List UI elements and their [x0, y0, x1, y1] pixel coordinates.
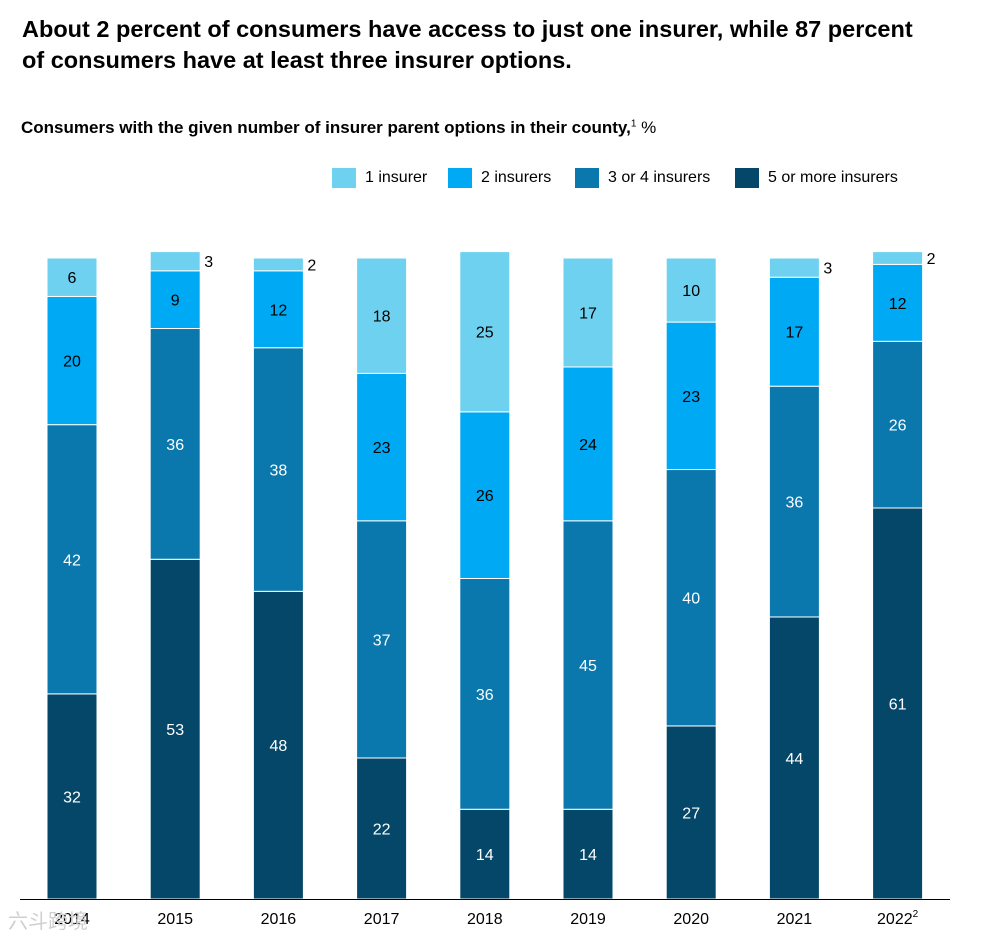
- data-label: 36: [786, 495, 804, 512]
- data-label: 24: [579, 437, 597, 454]
- legend-swatch-3-or-4-insurers: [575, 168, 599, 188]
- data-label: 53: [166, 722, 184, 739]
- bar-segment: [459, 411, 511, 579]
- data-label: 3: [823, 261, 832, 278]
- data-label: 38: [270, 463, 288, 480]
- x-tick-label: 2014: [54, 911, 90, 928]
- data-label: 2: [307, 257, 316, 274]
- legend-swatch-2-insurers: [448, 168, 472, 188]
- data-label: 22: [373, 821, 391, 838]
- bar-segment: [356, 257, 408, 374]
- bar-segment: [46, 424, 98, 695]
- x-tick-label: 2021: [777, 911, 813, 928]
- bar-segment: [46, 257, 98, 297]
- data-label: 10: [682, 283, 700, 300]
- data-label: 23: [373, 440, 391, 457]
- bar-segment: [665, 257, 717, 323]
- legend-item-1-insurer: 1 insurer: [332, 168, 427, 188]
- data-label: 37: [373, 632, 391, 649]
- legend-item-5-or-more-insurers: 5 or more insurers: [735, 168, 898, 188]
- data-label: 36: [166, 437, 184, 454]
- x-tick-label: 2016: [261, 911, 297, 928]
- data-label: 25: [476, 325, 494, 342]
- x-tick-label: 2017: [364, 911, 400, 928]
- subtitle-footnote: 1: [630, 118, 637, 130]
- bar-segment: [872, 507, 924, 900]
- bar-segment: [562, 366, 614, 522]
- legend-item-2-insurers: 2 insurers: [448, 168, 551, 188]
- bar-segment: [872, 263, 924, 342]
- bar-segment: [356, 520, 408, 759]
- subtitle-unit: %: [641, 118, 657, 137]
- data-label: 44: [786, 751, 804, 768]
- x-tick-label: 2019: [570, 911, 606, 928]
- watermark: 六斗跨境: [8, 909, 88, 933]
- bar-segment: [562, 520, 614, 810]
- bar-segment: [768, 385, 820, 618]
- bar-segment: [872, 251, 924, 265]
- data-label: 48: [270, 738, 288, 755]
- bar-segment: [149, 558, 201, 900]
- x-tick-label: 2018: [467, 911, 503, 928]
- bar-segment: [768, 616, 820, 900]
- data-label: 42: [63, 552, 81, 569]
- data-label: 26: [476, 488, 494, 505]
- bar-segment: [459, 251, 511, 413]
- x-tick-label: 2020: [673, 911, 709, 928]
- chart-headline: About 2 percent of consumers have access…: [22, 16, 913, 73]
- data-label: 14: [476, 847, 494, 864]
- data-label: 45: [579, 658, 597, 675]
- data-label: 12: [889, 296, 907, 313]
- bar-segment: [252, 270, 304, 349]
- legend-swatch-5-or-more-insurers: [735, 168, 759, 188]
- data-label: 26: [889, 418, 907, 435]
- data-label: 2: [927, 251, 936, 268]
- data-label: 32: [63, 789, 81, 806]
- data-label: 9: [171, 293, 180, 310]
- bar-segment: [252, 257, 304, 272]
- data-label: 23: [682, 389, 700, 406]
- data-label: 14: [579, 847, 597, 864]
- data-label: 12: [270, 302, 288, 319]
- bar-segment: [252, 347, 304, 592]
- data-label: 36: [476, 687, 494, 704]
- bar-segment: [562, 257, 614, 368]
- bar-segment: [768, 276, 820, 387]
- bar-segment: [46, 295, 98, 426]
- bar-segment: [768, 257, 820, 278]
- subtitle-text: Consumers with the given number of insur…: [21, 118, 631, 137]
- data-label: 40: [682, 591, 700, 608]
- bar-segment: [149, 328, 201, 560]
- bar-segment: [665, 469, 717, 727]
- data-label: 17: [579, 305, 597, 322]
- data-label: 17: [786, 325, 804, 342]
- legend-label-1-insurer: 1 insurer: [365, 169, 428, 186]
- data-label: 61: [889, 696, 907, 713]
- data-label: 3: [204, 254, 213, 271]
- bar-segment: [149, 251, 201, 272]
- legend-swatch-1-insurer: [332, 168, 356, 188]
- bar-segment: [459, 808, 511, 900]
- data-label: 18: [373, 309, 391, 326]
- data-label: 6: [68, 270, 77, 287]
- bar-segment: [356, 372, 408, 522]
- bar-segment: [252, 590, 304, 900]
- bar-segment: [665, 725, 717, 900]
- bar-segment: [356, 757, 408, 900]
- x-tick-label: 20222: [877, 909, 919, 928]
- legend-label-5-or-more-insurers: 5 or more insurers: [768, 169, 898, 186]
- bar-segment: [562, 808, 614, 900]
- bar-segment: [149, 270, 201, 330]
- bar-segment: [46, 693, 98, 900]
- legend-item-3-or-4-insurers: 3 or 4 insurers: [575, 168, 710, 188]
- data-label: 27: [682, 805, 700, 822]
- legend-label-3-or-4-insurers: 3 or 4 insurers: [608, 169, 711, 186]
- x-tick-label: 2015: [157, 911, 193, 928]
- chart-subtitle: Consumers with the given number of insur…: [21, 118, 656, 138]
- legend-label-2-insurers: 2 insurers: [481, 169, 552, 186]
- data-label: 20: [63, 354, 81, 371]
